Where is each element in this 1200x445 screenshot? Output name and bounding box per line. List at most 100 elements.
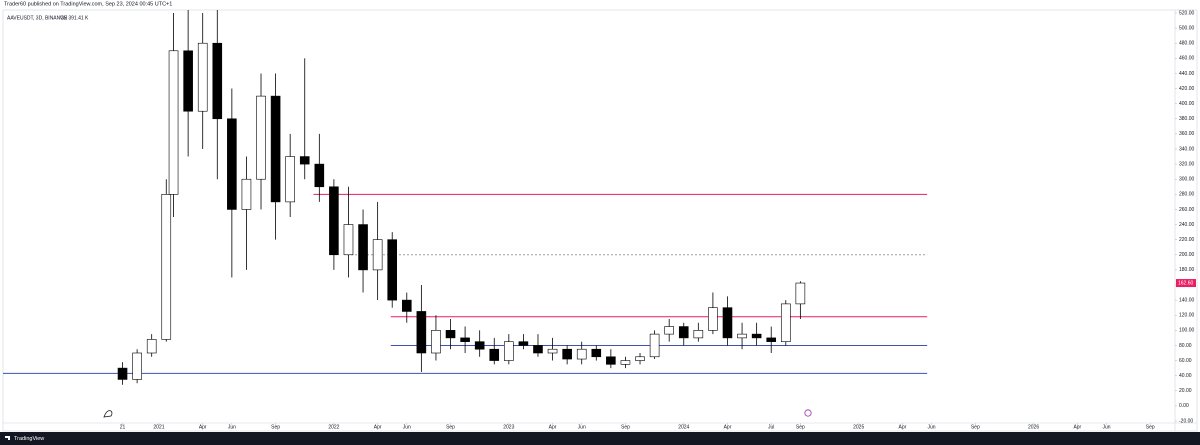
candle-body: [518, 341, 529, 346]
x-tick-label: Sep: [796, 424, 805, 430]
candle-body: [183, 50, 193, 112]
x-tick-label: Sep: [1146, 424, 1155, 430]
candle-body: [168, 50, 179, 195]
candle-body: [606, 356, 616, 365]
candle-body: [795, 282, 806, 305]
candle-body: [635, 356, 645, 361]
candle-body: [708, 307, 718, 331]
y-tick-label: 320.00: [1179, 161, 1195, 167]
x-tick-label: Jun: [228, 424, 236, 430]
last-price-label: 162.60: [1178, 280, 1194, 286]
candle-body: [562, 348, 572, 360]
candle-body: [547, 348, 558, 354]
y-tick-label: 420.00: [1179, 86, 1195, 92]
candle-body: [117, 367, 128, 380]
candle-body: [504, 341, 514, 361]
x-tick-label: Apr: [724, 424, 732, 430]
candle-body: [227, 118, 237, 210]
x-tick-label: Sep: [446, 424, 455, 430]
candle-body: [256, 95, 266, 180]
candle-body: [299, 156, 310, 165]
candle-body: [197, 42, 208, 112]
x-tick-label: 2025: [853, 424, 864, 430]
footer-brand: TradingView: [14, 436, 44, 442]
x-tick-label: Apr: [199, 424, 207, 430]
candle-body: [431, 330, 441, 354]
y-tick-label: 100.00: [1179, 328, 1195, 334]
x-tick-label: 2026: [1028, 424, 1039, 430]
candle-body: [678, 326, 689, 339]
candle-body: [329, 186, 339, 256]
frame: [2, 9, 1198, 432]
candle-body: [401, 299, 412, 312]
y-tick-label: -20.00: [1179, 418, 1193, 424]
volume-label: Vol 391.41 K: [60, 15, 89, 21]
candle-body: [649, 333, 660, 358]
y-tick-label: 120.00: [1179, 313, 1195, 319]
y-tick-label: 60.00: [1179, 358, 1192, 364]
last-price-box: [1176, 279, 1196, 288]
candle-body: [132, 352, 142, 380]
y-tick-label: 460.00: [1179, 56, 1195, 62]
x-tick-label: 2022: [328, 424, 339, 430]
y-tick-label: 340.00: [1179, 146, 1195, 152]
candle-body: [285, 156, 295, 203]
axes: -20.00 0.00 20.00 40.00 60.00 80.00 100.00 120.…: [120, 10, 1196, 430]
footer-bar: [0, 432, 1200, 445]
candle-body: [722, 307, 733, 339]
candle-body: [161, 194, 172, 340]
x-tick-label: Sep: [971, 424, 980, 430]
candle-body: [343, 224, 354, 256]
y-tick-label: 400.00: [1179, 101, 1195, 107]
x-tick-label: Sep: [271, 424, 280, 430]
symbol-title: AAVEUSDT, 3D, BINANCE: [7, 15, 68, 21]
x-tick-label: Jul: [768, 424, 774, 430]
x-tick-label: 21: [120, 424, 126, 430]
candle-body: [372, 239, 383, 271]
creator-icon: [103, 410, 113, 418]
y-tick-label: 40.00: [1179, 373, 1192, 379]
candle-body: [533, 345, 543, 354]
candle-body: [693, 330, 704, 339]
candle-body: [416, 311, 427, 354]
candle-body: [314, 163, 325, 188]
plot: [3, 10, 928, 385]
x-tick-label: 2024: [678, 424, 689, 430]
candle-body: [358, 224, 368, 271]
candle-body: [212, 42, 223, 120]
x-tick-label: Apr: [1073, 424, 1081, 430]
y-tick-label: 20.00: [1179, 388, 1192, 394]
y-tick-label: 300.00: [1179, 177, 1195, 183]
header-text: Trader60 published on TradingView.com, S…: [4, 1, 172, 7]
candle-body: [737, 333, 747, 339]
x-tick-label: Apr: [374, 424, 382, 430]
y-tick-label: 360.00: [1179, 131, 1195, 137]
x-tick-label: Sep: [621, 424, 630, 430]
y-tick-label: 140.00: [1179, 297, 1195, 303]
x-tick-label: Jun: [1102, 424, 1110, 430]
candle-body: [241, 178, 252, 210]
y-tick-label: 0.00: [1179, 403, 1189, 409]
candle-body: [780, 303, 791, 342]
y-tick-label: 80.00: [1179, 343, 1192, 349]
candle-body: [664, 326, 674, 335]
x-tick-label: 2023: [503, 424, 514, 430]
x-tick-label: Apr: [899, 424, 907, 430]
x-tick-label: Jun: [928, 424, 936, 430]
candle-body: [591, 348, 602, 358]
candle-body: [146, 339, 157, 354]
y-tick-label: 380.00: [1179, 116, 1195, 122]
y-tick-label: 520.00: [1179, 10, 1195, 16]
candle-body: [489, 348, 500, 361]
candle-body: [766, 337, 777, 342]
candle-body: [270, 95, 281, 203]
event-icon: [804, 409, 812, 417]
candle-body: [387, 239, 398, 301]
y-tick-label: 480.00: [1179, 41, 1195, 47]
candle-body: [474, 341, 485, 350]
y-tick-label: 260.00: [1179, 207, 1195, 213]
candle-body: [576, 348, 587, 360]
